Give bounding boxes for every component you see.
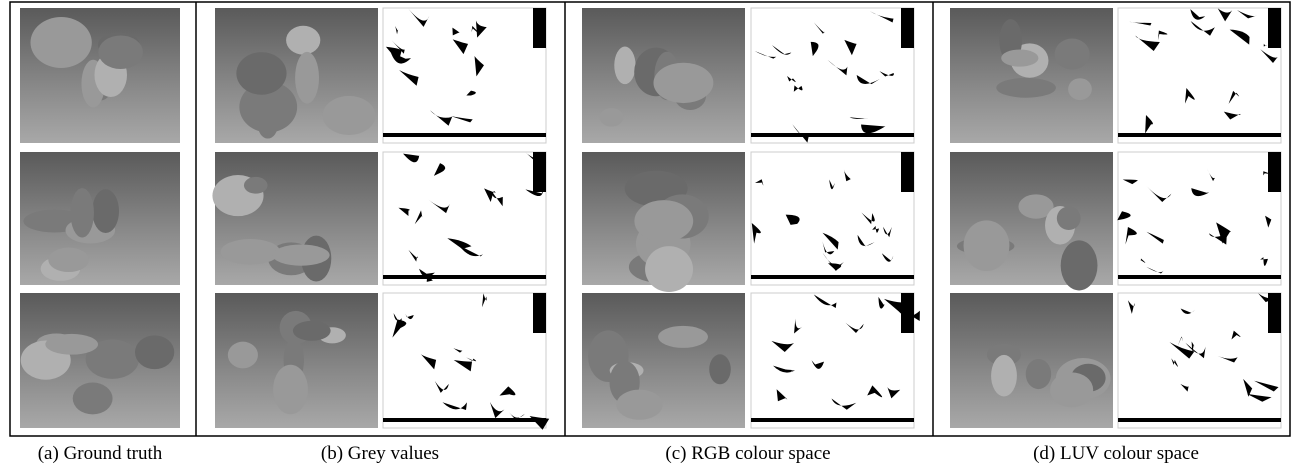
image-region bbox=[286, 26, 320, 55]
image-region bbox=[92, 189, 119, 233]
error-region bbox=[1268, 152, 1281, 192]
image-region bbox=[45, 334, 98, 355]
error-map bbox=[1118, 293, 1281, 428]
error-region bbox=[383, 418, 546, 422]
image-region bbox=[991, 355, 1017, 397]
image-region bbox=[614, 47, 635, 85]
error-map bbox=[751, 8, 914, 143]
error-region bbox=[1118, 275, 1281, 279]
image-region bbox=[293, 321, 331, 341]
error-region bbox=[751, 133, 914, 137]
image-region bbox=[1001, 50, 1038, 67]
image-region bbox=[273, 244, 330, 265]
image-region bbox=[653, 63, 713, 103]
image-region bbox=[1055, 39, 1090, 70]
image-region bbox=[236, 52, 286, 95]
error-region bbox=[751, 418, 914, 422]
panel-caption: (c) RGB colour space bbox=[665, 443, 830, 464]
image-region bbox=[273, 365, 308, 414]
error-map bbox=[383, 152, 546, 285]
error-region bbox=[383, 275, 546, 279]
image-region bbox=[1061, 240, 1098, 290]
image-region bbox=[1068, 78, 1092, 100]
image-region bbox=[228, 342, 258, 369]
error-map bbox=[1118, 152, 1281, 285]
figure: (a) Ground truth (b) Grey values (c) RGB… bbox=[0, 0, 1299, 469]
panel-caption: (d) LUV colour space bbox=[1033, 443, 1199, 464]
error-region bbox=[383, 133, 546, 137]
error-region bbox=[533, 293, 546, 333]
image-region bbox=[634, 200, 693, 242]
image-region bbox=[135, 335, 174, 369]
panel-caption: (b) Grey values bbox=[321, 443, 439, 464]
image-region bbox=[964, 220, 1010, 271]
image-grid bbox=[20, 8, 1281, 430]
error-region bbox=[1118, 418, 1281, 422]
image-region bbox=[996, 78, 1056, 98]
image-region bbox=[1026, 359, 1051, 389]
error-region bbox=[901, 8, 914, 48]
error-region bbox=[1268, 8, 1281, 48]
error-region bbox=[901, 293, 914, 333]
image-region bbox=[70, 188, 94, 237]
image-region bbox=[645, 246, 693, 292]
error-map bbox=[751, 293, 914, 428]
image-region bbox=[258, 110, 278, 139]
image-region bbox=[658, 326, 708, 348]
image-region bbox=[1057, 206, 1081, 230]
image-region bbox=[244, 177, 268, 194]
image-region bbox=[98, 35, 143, 69]
error-region bbox=[751, 275, 914, 279]
error-region bbox=[1268, 293, 1281, 333]
image-region bbox=[616, 390, 662, 420]
image-region bbox=[323, 96, 376, 135]
image-region bbox=[295, 52, 319, 104]
image-region bbox=[30, 17, 91, 68]
panel-caption: (a) Ground truth bbox=[38, 443, 163, 464]
image-region bbox=[709, 354, 731, 384]
error-region bbox=[1118, 133, 1281, 137]
error-region bbox=[533, 152, 546, 192]
image-region bbox=[48, 248, 89, 272]
error-region bbox=[533, 8, 546, 48]
image-region bbox=[1050, 372, 1093, 407]
image-region bbox=[600, 108, 624, 126]
image-region bbox=[221, 239, 280, 265]
error-region bbox=[901, 152, 914, 192]
image-region bbox=[73, 383, 113, 415]
